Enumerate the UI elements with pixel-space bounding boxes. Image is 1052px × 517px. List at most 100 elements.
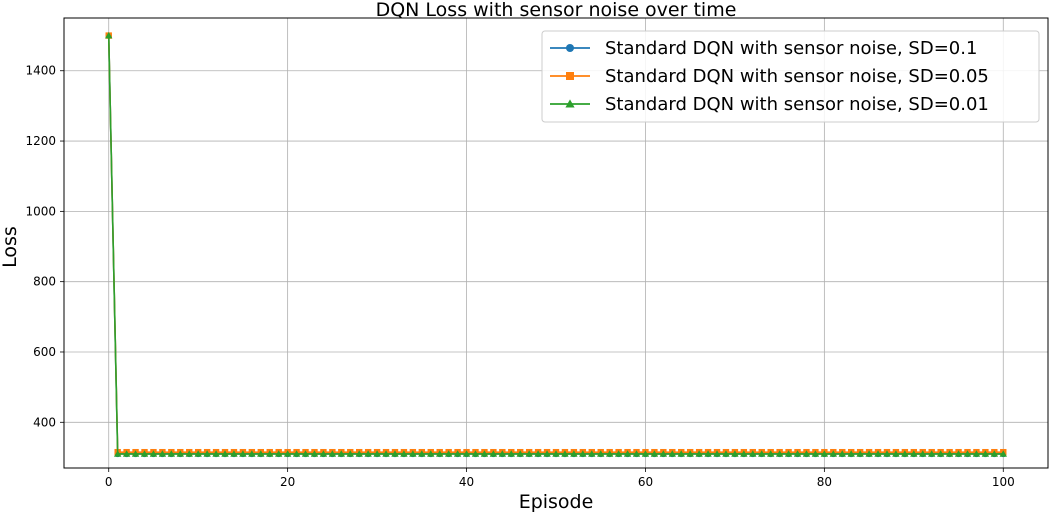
data-point — [954, 450, 963, 457]
y-axis-label: Loss — [0, 226, 21, 268]
legend: Standard DQN with sensor noise, SD=0.1 St… — [541, 30, 1040, 123]
data-point — [945, 450, 954, 457]
data-point — [453, 450, 462, 457]
data-point — [337, 450, 345, 457]
data-point — [588, 450, 596, 457]
data-point — [910, 450, 918, 457]
data-point — [203, 450, 211, 457]
data-point — [292, 450, 301, 457]
y-tick-label: 1400 — [25, 64, 56, 78]
data-point — [722, 450, 730, 457]
data-point — [677, 450, 685, 457]
data-point — [963, 450, 972, 457]
data-point — [731, 450, 739, 457]
data-point — [418, 450, 426, 457]
data-point — [230, 450, 238, 457]
y-tick-label: 600 — [33, 345, 56, 359]
data-point — [543, 450, 551, 457]
data-point — [641, 450, 650, 457]
data-point — [928, 450, 936, 457]
data-point — [275, 450, 283, 457]
x-tick-label: 20 — [280, 475, 295, 489]
data-point — [444, 450, 453, 457]
x-tick-label: 80 — [817, 475, 832, 489]
chart-title: DQN Loss with sensor noise over time — [376, 0, 737, 21]
data-point — [266, 450, 274, 457]
series-layer — [105, 31, 1007, 458]
data-point — [185, 450, 193, 457]
data-point — [650, 450, 659, 457]
data-point — [901, 450, 909, 457]
data-point — [400, 450, 408, 457]
data-point — [704, 450, 712, 457]
data-point — [874, 450, 882, 457]
data-point — [758, 450, 766, 457]
data-point — [668, 450, 676, 457]
series-3 — [105, 31, 1007, 457]
data-point — [740, 450, 748, 457]
legend-label: Standard DQN with sensor noise, SD=0.1 — [605, 38, 977, 59]
data-point — [972, 450, 981, 457]
data-point — [194, 450, 202, 457]
data-point — [838, 450, 846, 457]
data-point — [919, 450, 927, 457]
legend-label: Standard DQN with sensor noise, SD=0.05 — [605, 66, 989, 87]
data-point — [140, 450, 149, 457]
data-point — [212, 450, 220, 457]
data-point — [489, 450, 498, 457]
data-point — [176, 450, 184, 457]
data-point — [113, 450, 122, 457]
legend-label: Standard DQN with sensor noise, SD=0.01 — [605, 94, 989, 115]
data-point — [713, 450, 721, 457]
data-point — [346, 450, 354, 457]
y-tick-label: 800 — [33, 275, 56, 289]
x-tick-label: 0 — [105, 475, 113, 489]
data-point — [534, 450, 542, 457]
data-point — [552, 450, 560, 457]
data-point — [623, 450, 632, 457]
data-point — [516, 450, 524, 457]
data-point — [480, 450, 489, 457]
legend-marker — [566, 44, 574, 52]
y-tick-label: 1000 — [25, 204, 56, 218]
data-point — [865, 450, 873, 457]
data-point — [614, 450, 623, 457]
data-point — [597, 450, 605, 457]
data-point — [301, 450, 310, 457]
data-point — [373, 450, 381, 457]
data-point — [257, 450, 265, 457]
data-point — [122, 450, 131, 457]
data-point — [158, 450, 167, 457]
data-point — [310, 450, 319, 457]
data-point — [525, 450, 533, 457]
data-point — [131, 450, 140, 457]
data-point — [981, 450, 990, 457]
data-point — [239, 450, 247, 457]
data-point — [283, 450, 292, 457]
data-point — [820, 450, 829, 457]
data-point — [561, 450, 569, 457]
x-tick-label: 60 — [638, 475, 653, 489]
data-point — [811, 450, 820, 457]
data-point — [498, 450, 507, 457]
legend-entry: Standard DQN with sensor noise, SD=0.01 — [550, 94, 989, 115]
data-point — [659, 450, 668, 457]
data-point — [990, 450, 999, 457]
data-point — [892, 450, 900, 457]
legend-marker — [566, 72, 574, 80]
data-point — [319, 450, 328, 457]
data-point — [605, 450, 614, 457]
data-point — [355, 450, 363, 457]
x-tick-label: 100 — [992, 475, 1015, 489]
axis-ticks: 0 20 40 60 80 100 400 600 800 1000 1200 1400 — [25, 64, 1014, 489]
y-tick-label: 1200 — [25, 134, 56, 148]
legend-box — [541, 30, 1040, 123]
data-point — [579, 450, 587, 457]
data-point — [167, 450, 176, 457]
plot-area-frame — [63, 17, 1049, 469]
legend-marker — [565, 99, 575, 108]
data-point — [462, 450, 471, 457]
data-point — [829, 450, 837, 457]
